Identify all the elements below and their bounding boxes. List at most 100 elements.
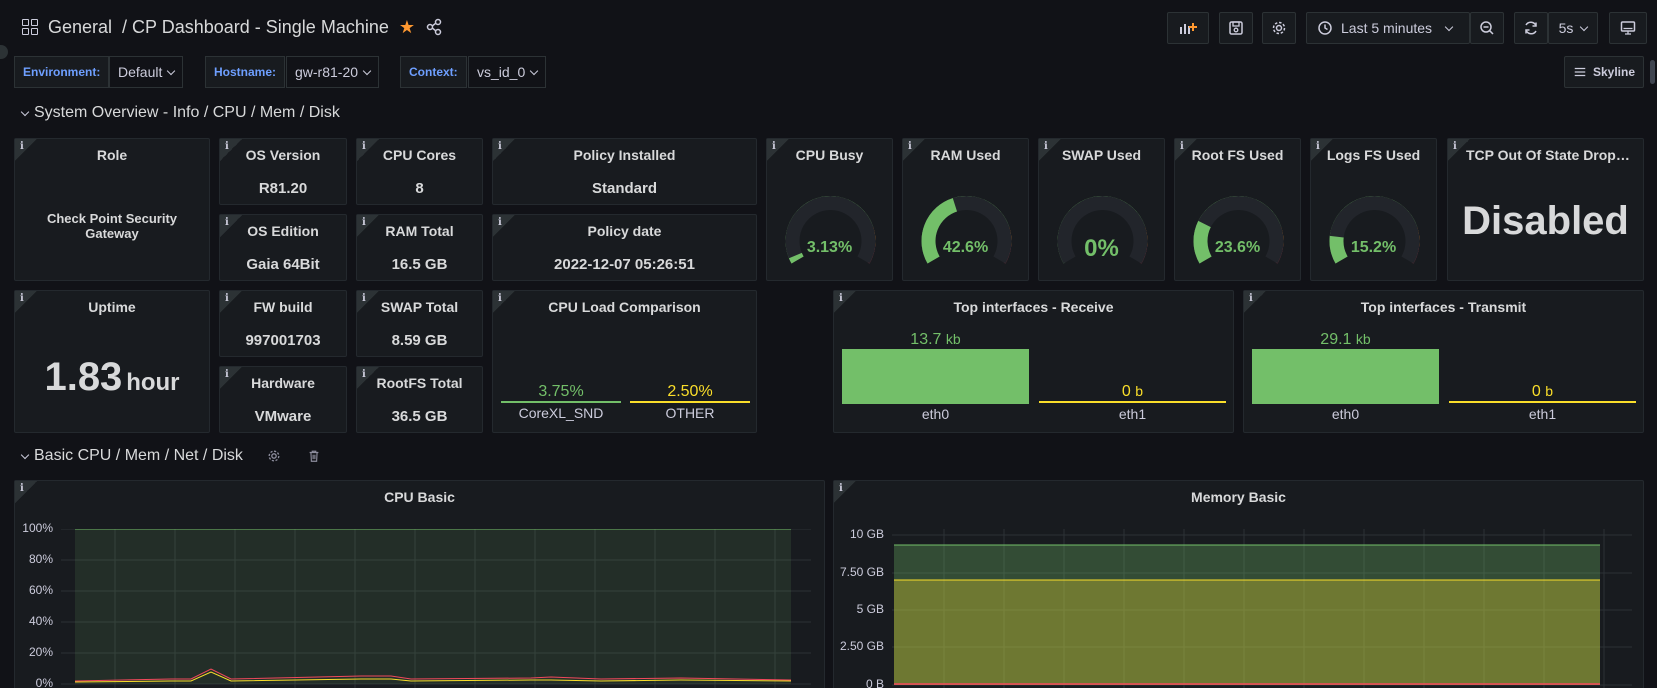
gauge-cpu-busy bbox=[785, 196, 876, 264]
save-dashboard-button[interactable] bbox=[1219, 12, 1253, 44]
variable-value-context: vs_id_0 bbox=[477, 64, 526, 80]
panel-swap-total[interactable]: i SWAP Total 8.59 GB bbox=[356, 290, 483, 357]
bar-label: eth0 bbox=[921, 406, 950, 422]
panel-fw-build[interactable]: i FW build 997001703 bbox=[219, 290, 347, 357]
panel-os-edition[interactable]: i OS Edition Gaia 64Bit bbox=[219, 214, 347, 281]
share-icon[interactable] bbox=[425, 18, 443, 36]
info-icon[interactable]: i bbox=[834, 291, 856, 313]
row-settings-gear-icon[interactable] bbox=[267, 449, 281, 463]
value: 0 bbox=[1121, 383, 1131, 400]
panel-gauge-logs-fs-used[interactable]: i Logs FS Used 15.2% bbox=[1310, 138, 1437, 281]
info-icon[interactable]: i bbox=[767, 139, 789, 161]
panel-cpu-cores[interactable]: i CPU Cores 8 bbox=[356, 138, 483, 205]
info-icon[interactable]: i bbox=[220, 215, 242, 237]
refresh-interval-picker[interactable]: 5s bbox=[1548, 12, 1598, 44]
info-icon[interactable]: i bbox=[357, 291, 379, 313]
chevron-down-icon bbox=[1444, 22, 1454, 31]
panel-gauge-cpu-busy[interactable]: i CPU Busy 3.13% bbox=[766, 138, 893, 281]
bar-value-eth1: 0 b bbox=[1449, 383, 1636, 401]
panel-rootfs-total[interactable]: i RootFS Total 36.5 GB bbox=[356, 366, 483, 433]
panel-gauge-root-fs-used[interactable]: i Root FS Used 23.6% bbox=[1174, 138, 1301, 281]
row-delete-trash-icon[interactable] bbox=[307, 449, 321, 463]
info-icon[interactable]: i bbox=[1244, 291, 1266, 313]
time-range-picker[interactable]: Last 5 minutes bbox=[1306, 12, 1470, 44]
y-tick: 2.50 GB bbox=[839, 639, 884, 653]
scrollbar[interactable] bbox=[1650, 60, 1655, 84]
skyline-link[interactable]: Skyline bbox=[1564, 56, 1644, 88]
panel-memory-basic[interactable]: i Memory Basic 10 GB 7.50 GB 5 GB 2.50 G… bbox=[833, 480, 1644, 688]
refresh-interval-label: 5s bbox=[1558, 20, 1574, 36]
dashboard-settings-button[interactable] bbox=[1262, 12, 1296, 44]
panel-value: Standard bbox=[591, 180, 657, 197]
info-icon[interactable]: i bbox=[357, 367, 379, 389]
info-icon[interactable]: i bbox=[15, 291, 37, 313]
menu-icon bbox=[1574, 67, 1586, 77]
gauge-swap-used bbox=[1057, 196, 1148, 264]
panel-title: RAM Total bbox=[385, 223, 454, 239]
dashboard-title[interactable]: / CP Dashboard - Single Machine bbox=[122, 16, 389, 37]
info-icon[interactable]: i bbox=[15, 481, 37, 503]
view-mode-button[interactable] bbox=[1609, 12, 1647, 44]
refresh-icon bbox=[1525, 21, 1537, 35]
panel-title: TCP Out Of State Drops... bbox=[1466, 147, 1636, 163]
info-icon[interactable]: i bbox=[220, 139, 242, 161]
star-icon[interactable]: ★ bbox=[398, 16, 415, 37]
info-icon[interactable]: i bbox=[357, 215, 379, 237]
info-icon[interactable]: i bbox=[493, 215, 515, 237]
panel-policy-date[interactable]: i Policy date 2022-12-07 05:26:51 bbox=[492, 214, 757, 281]
variable-select-context[interactable]: vs_id_0 bbox=[468, 56, 547, 88]
row-system-overview[interactable]: System Overview - Info / CPU / Mem / Dis… bbox=[20, 104, 340, 122]
gauge-fill bbox=[1193, 220, 1212, 264]
panel-os-version[interactable]: i OS Version R81.20 bbox=[219, 138, 347, 205]
row-basic-cpu-mem[interactable]: Basic CPU / Mem / Net / Disk bbox=[20, 447, 321, 465]
variable-label-environment: Environment: bbox=[14, 56, 110, 88]
panel-top-interfaces-receive[interactable]: i Top interfaces - Receive 13.7 kb eth0 … bbox=[833, 290, 1234, 433]
info-icon[interactable]: i bbox=[357, 139, 379, 161]
variable-select-environment[interactable]: Default bbox=[109, 56, 184, 88]
clock-icon bbox=[1318, 21, 1332, 35]
panel-cpu-load-comparison[interactable]: i CPU Load Comparison 3.75% CoreXL_SND 2… bbox=[492, 290, 757, 433]
info-icon[interactable]: i bbox=[1039, 139, 1061, 161]
gauge-track bbox=[1057, 196, 1148, 264]
bar-value: 3.75% bbox=[538, 383, 584, 400]
monitor-icon bbox=[1620, 21, 1636, 35]
panel-top-interfaces-transmit[interactable]: i Top interfaces - Transmit 29.1 kb eth0… bbox=[1243, 290, 1644, 433]
info-icon[interactable]: i bbox=[15, 139, 37, 161]
variable-select-hostname[interactable]: gw-r81-20 bbox=[286, 56, 380, 88]
info-icon[interactable]: i bbox=[1175, 139, 1197, 161]
panel-gauge-swap-used[interactable]: i SWAP Used 0% bbox=[1038, 138, 1165, 281]
panel-value-wrapper: 1.83 hour bbox=[15, 355, 209, 400]
info-icon[interactable]: i bbox=[903, 139, 925, 161]
panel-tcp-out-of-state-drops[interactable]: i TCP Out Of State Drops... Disabled bbox=[1447, 138, 1644, 281]
info-icon[interactable]: i bbox=[1448, 139, 1470, 161]
panel-uptime[interactable]: i Uptime 1.83 hour bbox=[14, 290, 210, 433]
chevron-down-icon bbox=[530, 66, 539, 75]
panel-policy-installed[interactable]: i Policy Installed Standard bbox=[492, 138, 757, 205]
breadcrumb-folder[interactable]: General bbox=[48, 16, 113, 37]
sidebar-toggle[interactable] bbox=[0, 45, 8, 59]
info-icon[interactable]: i bbox=[493, 139, 515, 161]
panel-role[interactable]: i Role Check Point Security Gateway bbox=[14, 138, 210, 281]
info-icon[interactable]: i bbox=[220, 291, 242, 313]
zoom-out-button[interactable] bbox=[1470, 12, 1504, 44]
dashboards-grid-icon[interactable] bbox=[22, 19, 38, 35]
bar-value-eth0: 13.7 kb bbox=[842, 331, 1029, 349]
info-icon[interactable]: i bbox=[493, 291, 515, 313]
panel-ram-total[interactable]: i RAM Total 16.5 GB bbox=[356, 214, 483, 281]
variable-label-hostname: Hostname: bbox=[205, 56, 286, 88]
chevron-down-icon bbox=[362, 66, 372, 75]
info-icon[interactable]: i bbox=[834, 481, 856, 503]
refresh-button[interactable] bbox=[1514, 12, 1548, 44]
panel-cpu-basic[interactable]: i CPU Basic 100% 80% 60% 40% 20% 0% bbox=[14, 480, 825, 688]
gauge-ram-used bbox=[921, 196, 1012, 264]
uptime-unit: hour bbox=[126, 369, 180, 396]
info-icon[interactable]: i bbox=[1311, 139, 1333, 161]
panel-title: RootFS Total bbox=[376, 375, 463, 391]
y-tick: 100% bbox=[22, 521, 53, 535]
panel-value: Gaia 64Bit bbox=[246, 256, 320, 273]
info-icon[interactable]: i bbox=[220, 367, 242, 389]
add-panel-button[interactable] bbox=[1167, 12, 1209, 44]
panel-gauge-ram-used[interactable]: i RAM Used 42.6% bbox=[902, 138, 1029, 281]
panel-hardware[interactable]: i Hardware VMware bbox=[219, 366, 347, 433]
gauge-value: 0% bbox=[1084, 235, 1119, 262]
